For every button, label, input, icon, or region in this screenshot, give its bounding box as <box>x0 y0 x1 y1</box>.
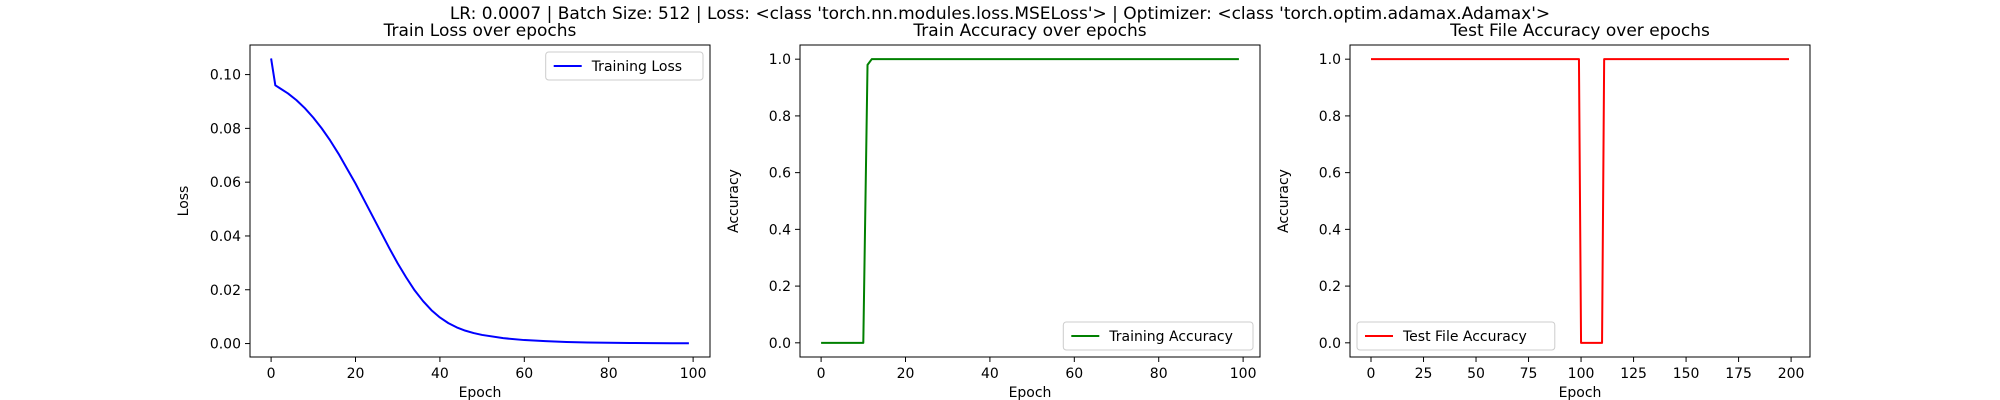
x-tick-label: 100 <box>680 366 707 382</box>
legend-box <box>1356 321 1556 351</box>
x-tick-label: 100 <box>1568 366 1595 382</box>
y-tick-label: 0.2 <box>1319 279 1341 295</box>
axes-frame <box>249 44 711 358</box>
axes-frame <box>1349 44 1811 358</box>
chart-panel-3: Test File Accuracy over epochs 0 25 50 75 100… <box>1276 21 1811 400</box>
y-tick-label: 0.04 <box>210 229 241 245</box>
legend-label: Training Loss <box>591 59 682 75</box>
legend-box <box>545 51 704 81</box>
x-tick-label: 75 <box>1520 366 1538 382</box>
x-tick-label: 60 <box>1065 366 1083 382</box>
axes-frame <box>799 44 1261 358</box>
chart-panel-2: Train Accuracy over epochs 0 20 40 60 80 100 0.… <box>726 21 1261 400</box>
y-tick-label: 1.0 <box>769 52 791 68</box>
y-tick-label: 0.0 <box>769 336 791 352</box>
chart-title: Test File Accuracy over epochs <box>1449 21 1710 41</box>
y-tick-label: 0.6 <box>769 166 791 182</box>
x-tick-label: 50 <box>1467 366 1485 382</box>
legend-label: Training Accuracy <box>1108 329 1233 345</box>
x-tick-label: 80 <box>600 366 618 382</box>
y-tick-label: 0.2 <box>769 279 791 295</box>
legend-box <box>1062 321 1254 351</box>
legend: Training Loss <box>545 51 704 81</box>
x-tick-label: 60 <box>515 366 533 382</box>
chart-title: Train Loss over epochs <box>383 21 577 41</box>
legend: Test File Accuracy <box>1356 321 1556 351</box>
x-axis-label: Epoch <box>1009 385 1052 400</box>
y-tick-label: 0.00 <box>210 337 241 353</box>
x-tick-label: 175 <box>1725 366 1752 382</box>
x-axis-label: Epoch <box>459 385 502 400</box>
y-tick-label: 0.06 <box>210 175 241 191</box>
series-line <box>270 58 689 345</box>
y-tick-label: 0.6 <box>1319 166 1341 182</box>
y-tick-label: 0.8 <box>1319 109 1341 125</box>
figure-suptitle: LR: 0.0007 | Batch Size: 512 | Loss: <cl… <box>449 4 1551 24</box>
x-tick-label: 40 <box>431 366 449 382</box>
x-tick-label: 200 <box>1778 366 1805 382</box>
y-tick-label: 0.10 <box>210 68 241 84</box>
x-tick-label: 25 <box>1415 366 1433 382</box>
series-line <box>821 58 1239 344</box>
x-tick-label: 0 <box>817 366 826 382</box>
y-tick-label: 0.4 <box>769 222 791 238</box>
y-axis-label: Accuracy <box>726 169 742 233</box>
y-tick-label: 0.0 <box>1319 336 1341 352</box>
x-tick-label: 20 <box>347 366 365 382</box>
chart-panel-1: Train Loss over epochs 0 20 40 60 80 100 0.00 0.… <box>176 21 711 400</box>
x-tick-label: 0 <box>1367 366 1376 382</box>
series-line <box>1371 58 1789 344</box>
y-axis-label: Loss <box>176 186 192 217</box>
x-tick-label: 125 <box>1620 366 1647 382</box>
legend: Training Accuracy <box>1062 321 1254 351</box>
x-axis-label: Epoch <box>1559 385 1602 400</box>
y-tick-label: 0.02 <box>210 283 241 299</box>
x-tick-label: 20 <box>897 366 915 382</box>
x-tick-label: 100 <box>1230 366 1257 382</box>
y-tick-label: 0.08 <box>210 121 241 137</box>
y-tick-label: 1.0 <box>1319 52 1341 68</box>
y-tick-label: 0.4 <box>1319 222 1341 238</box>
x-tick-label: 0 <box>267 366 276 382</box>
y-axis-label: Accuracy <box>1276 169 1292 233</box>
y-tick-label: 0.8 <box>769 109 791 125</box>
x-tick-label: 150 <box>1673 366 1700 382</box>
x-tick-label: 40 <box>981 366 999 382</box>
legend-label: Test File Accuracy <box>1402 329 1527 345</box>
x-tick-label: 80 <box>1150 366 1168 382</box>
chart-title: Train Accuracy over epochs <box>912 21 1146 41</box>
